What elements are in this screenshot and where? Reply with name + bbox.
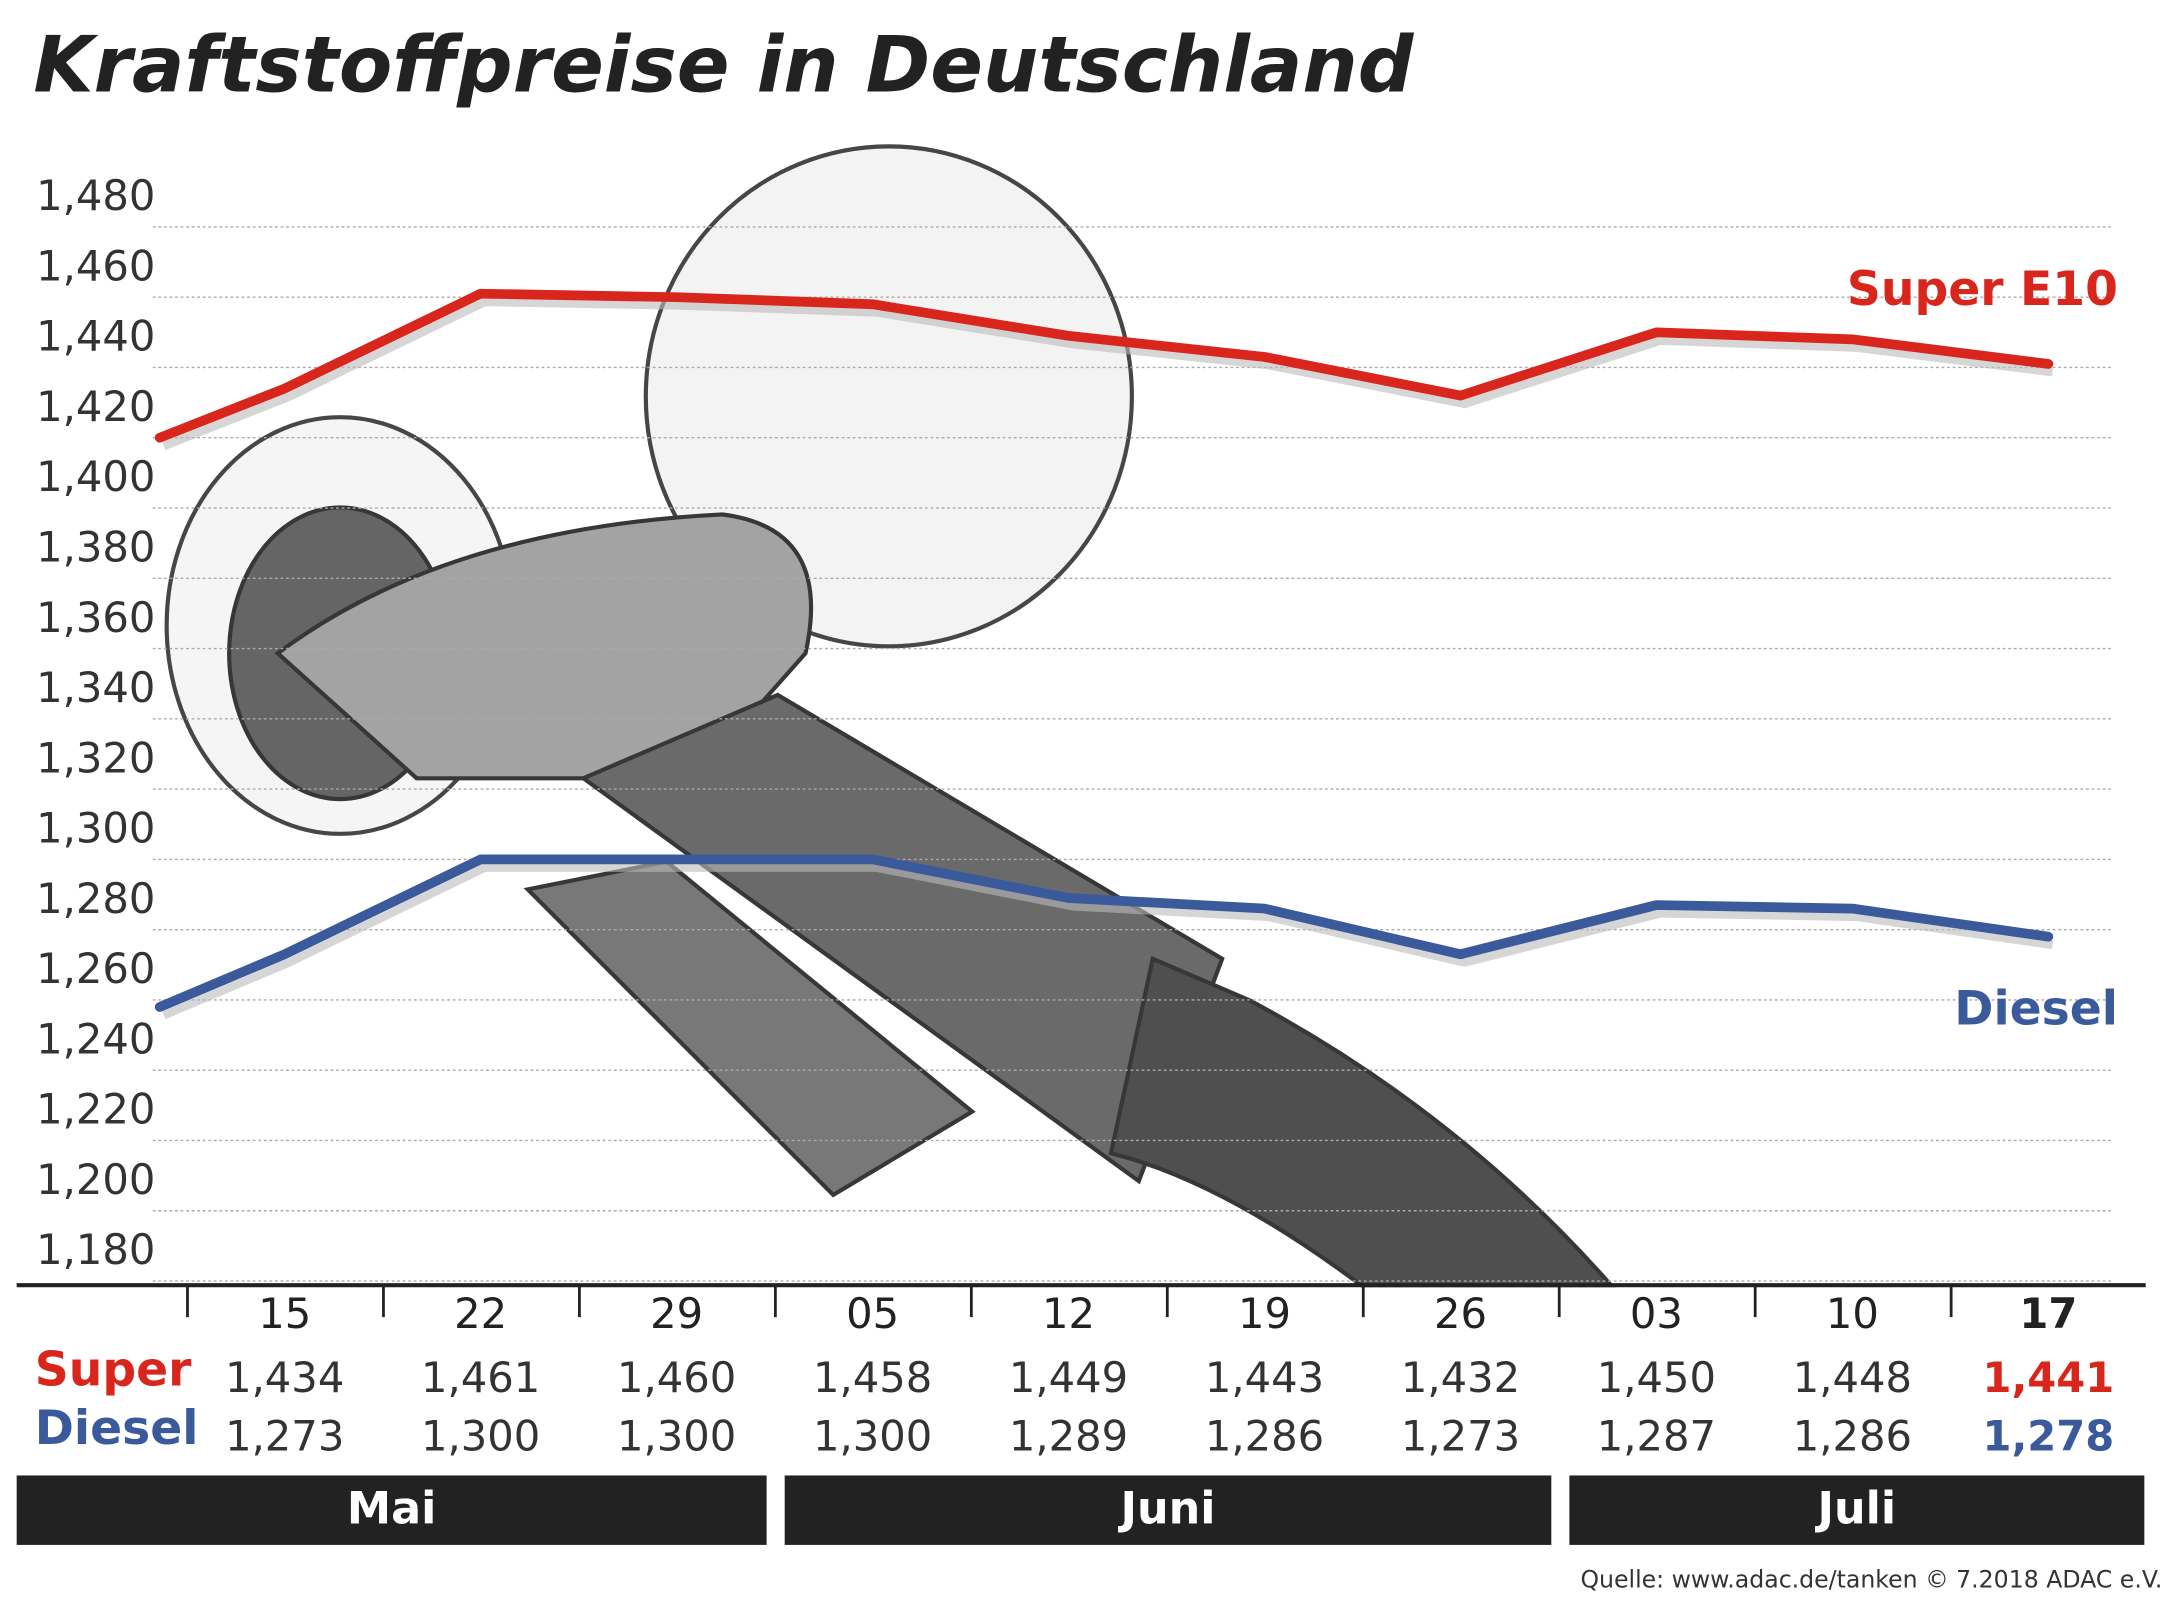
row-label: Diesel (35, 1401, 199, 1456)
y-tick-label: 1,320 (36, 733, 155, 782)
legend-label: Super E10 (1847, 262, 2118, 317)
y-tick-label: 1,360 (36, 593, 155, 642)
source: Quelle: www.adac.de/tanken © 7.2018 ADAC… (1580, 1566, 2161, 1594)
month-bar (1569, 1475, 2145, 1545)
month-label: Juni (1117, 1484, 1215, 1535)
month-bar (16, 1475, 767, 1545)
table-value: 1,273 (225, 1411, 344, 1460)
x-tick-label: 12 (1042, 1289, 1095, 1338)
x-tick-label: 19 (1238, 1289, 1291, 1338)
legend-label: Diesel (1954, 982, 2118, 1037)
chart-title: Kraftstoffpreise in Deutschland (33, 20, 1414, 110)
y-tick-label: 1,460 (36, 241, 155, 290)
x-tick-label: 10 (1826, 1289, 1879, 1338)
y-tick-label: 1,480 (36, 171, 155, 220)
table-value: 1,458 (813, 1353, 932, 1402)
y-tick-label: 1,180 (36, 1225, 155, 1274)
table-value: 1,286 (1205, 1411, 1324, 1460)
y-tick-label: 1,380 (36, 523, 155, 572)
table-value: 1,441 (1982, 1353, 2114, 1402)
y-tick-label: 1,240 (36, 1014, 155, 1063)
x-tick-label: 15 (258, 1289, 311, 1338)
table-value: 1,300 (813, 1411, 932, 1460)
y-tick-label: 1,440 (36, 312, 155, 361)
line (154, 854, 2054, 1012)
table-value: 1,448 (1793, 1353, 1912, 1402)
table-value: 1,286 (1793, 1411, 1912, 1460)
illustration (164, 144, 1616, 1288)
line-shadow (162, 297, 2054, 450)
month-label: Juli (1815, 1484, 1897, 1535)
table-value: 1,432 (1401, 1353, 1520, 1402)
table-value: 1,273 (1401, 1411, 1520, 1460)
y-tick-label: 1,420 (36, 382, 155, 431)
table-value: 1,287 (1597, 1411, 1716, 1460)
table-value: 1,461 (421, 1353, 540, 1402)
y-tick-label: 1,260 (36, 944, 155, 993)
y-tick-label: 1,300 (36, 804, 155, 853)
table-value: 1,460 (617, 1353, 736, 1402)
line-shadow (162, 863, 2054, 1020)
x-tick-label: 03 (1630, 1289, 1683, 1338)
table-value: 1,289 (1009, 1411, 1128, 1460)
table-value: 1,278 (1982, 1411, 2114, 1460)
row-label: Super (35, 1343, 192, 1398)
y-tick-label: 1,280 (36, 874, 155, 923)
y-tick-label: 1,340 (36, 663, 155, 712)
y-tick-label: 1,400 (36, 452, 155, 501)
x-tick-label: 17 (2019, 1289, 2077, 1338)
month-label: Mai (347, 1484, 436, 1535)
y-tick-label: 1,220 (36, 1085, 155, 1134)
table-value: 1,300 (617, 1411, 736, 1460)
table-value: 1,449 (1009, 1353, 1128, 1402)
x-tick-label: 05 (846, 1289, 899, 1338)
x-tick-label: 22 (454, 1289, 507, 1338)
y-tick-label: 1,200 (36, 1155, 155, 1204)
table-value: 1,434 (225, 1353, 344, 1402)
line (154, 288, 2054, 443)
month-bar (784, 1475, 1552, 1545)
x-tick-label: 29 (650, 1289, 703, 1338)
x-tick-label: 26 (1434, 1289, 1487, 1338)
table-value: 1,300 (421, 1411, 540, 1460)
table-value: 1,450 (1597, 1353, 1716, 1402)
table-value: 1,443 (1205, 1353, 1324, 1402)
